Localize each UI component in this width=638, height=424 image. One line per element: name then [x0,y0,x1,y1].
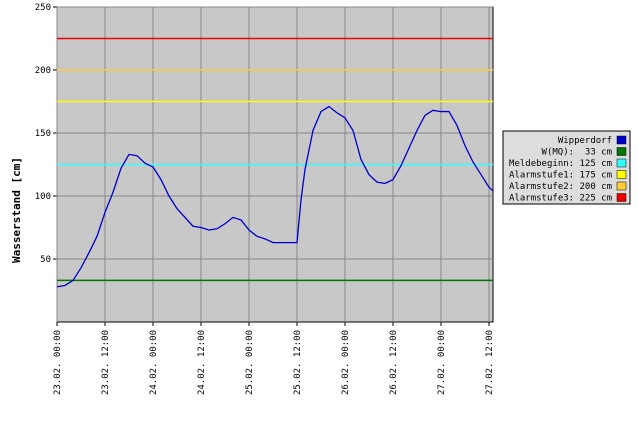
legend-label: Alarmstufe1: 175 cm [509,171,612,181]
legend-swatch [616,158,627,168]
x-tick-label: 25.02. 12:00 [293,330,303,395]
y-tick-label: 150 [35,129,51,139]
x-tick-label: 27.02. 12:00 [485,330,495,395]
x-tick-label: 26.02. 00:00 [341,330,351,395]
legend-label: Alarmstufe3: 225 cm [509,194,612,204]
y-tick-label: 250 [35,3,51,13]
legend-label: Alarmstufe2: 200 cm [509,182,612,192]
legend-label: Wipperdorf [558,136,612,146]
x-tick-label: 23.02. 00:00 [53,330,63,395]
x-tick-label: 25.02. 00:00 [245,330,255,395]
x-tick-label: 24.02. 12:00 [197,330,207,395]
x-tick-label: 24.02. 00:00 [149,330,159,395]
legend-swatch [616,193,627,202]
legend-swatch [616,170,627,179]
x-tick-label: 23.02. 12:00 [101,330,111,395]
y-axis-label: Wasserstand [cm] [10,157,23,263]
legend-swatch [616,147,627,156]
y-tick-label: 100 [35,192,51,202]
legend-swatch [616,135,627,145]
data-line [56,105,494,288]
legend [502,130,631,205]
legend-swatch [616,181,627,191]
y-tick-label: 50 [40,255,51,265]
x-tick-label: 27.02. 00:00 [437,330,447,395]
legend-label: Meldebeginn: 125 cm [509,159,612,169]
legend-label: W(MQ): 33 cm [542,148,612,158]
y-tick-label: 200 [35,66,51,76]
x-tick-label: 26.02. 12:00 [389,330,399,395]
